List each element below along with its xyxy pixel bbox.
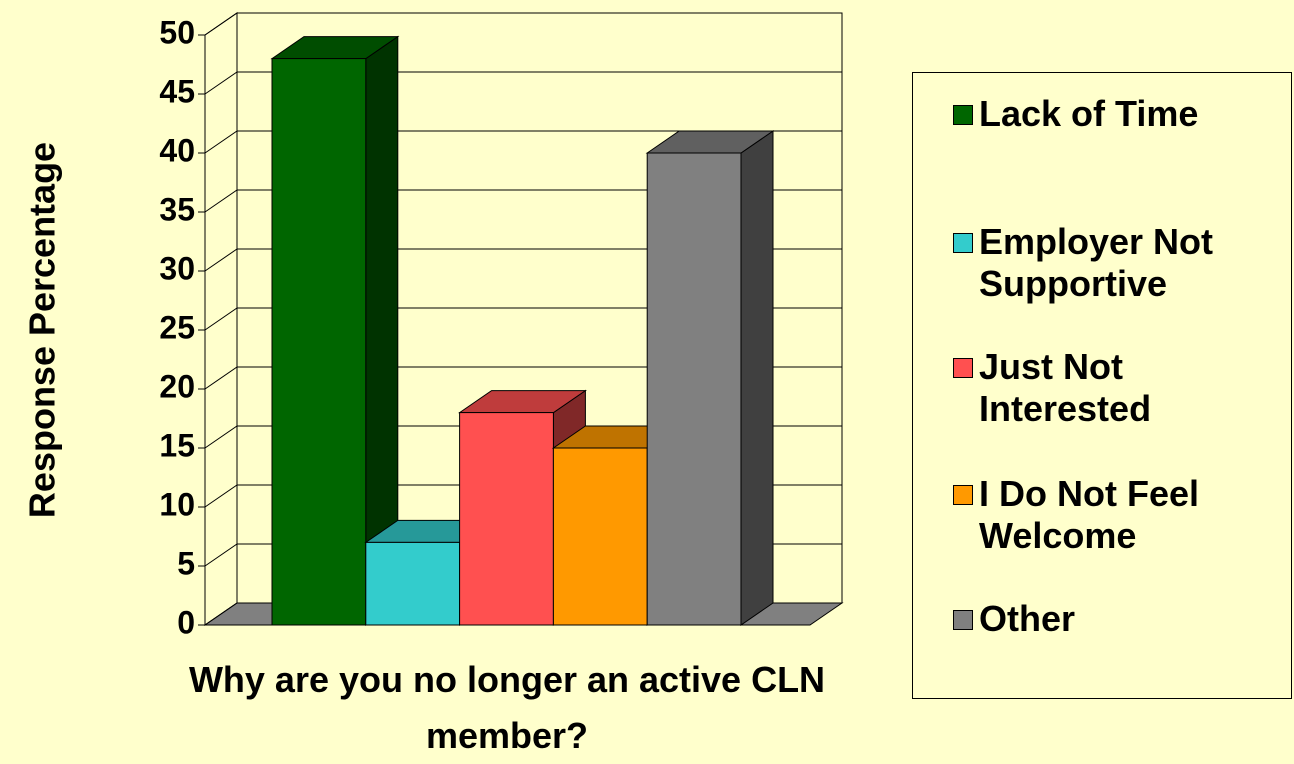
bar — [459, 412, 554, 626]
y-tick-label: 50 — [159, 14, 195, 50]
grid-line — [204, 366, 842, 390]
legend-entry: Just Not Interested — [953, 346, 1279, 430]
grid-line — [204, 189, 842, 213]
legend-label: Employer Not Supportive — [979, 221, 1214, 304]
legend-label: Other — [979, 598, 1076, 639]
y-tick-label: 20 — [159, 368, 195, 404]
y-tick-label: 35 — [159, 191, 195, 227]
y-tick-label: 15 — [159, 427, 195, 463]
x-axis-title: Why are you no longer an active CLN memb… — [188, 659, 826, 756]
bar — [646, 152, 742, 626]
y-tick-label: 40 — [159, 132, 195, 168]
legend-entry: Lack of Time — [953, 93, 1279, 135]
legend-swatch — [953, 233, 973, 253]
grid-line — [204, 12, 842, 36]
y-tick-label: 25 — [159, 309, 195, 345]
legend-entry: Other — [953, 598, 1279, 640]
legend-entry: I Do Not Feel Welcome — [953, 473, 1279, 557]
y-tick-label: 10 — [159, 486, 195, 522]
y-tick-label: 0 — [177, 604, 195, 640]
legend-swatch — [953, 105, 973, 125]
grid-line — [204, 130, 842, 154]
bar — [365, 541, 461, 626]
legend-swatch — [953, 485, 973, 505]
legend-swatch — [953, 358, 973, 378]
legend: Lack of Time Employer Not Supportive Just … — [912, 72, 1292, 699]
bar-side — [740, 130, 774, 626]
y-tick-label: 45 — [159, 73, 195, 109]
legend-swatch — [953, 610, 973, 630]
legend-entry: Employer Not Supportive — [953, 221, 1279, 305]
grid-line — [204, 307, 842, 331]
y-tick-label: 30 — [159, 250, 195, 286]
legend-label: I Do Not Feel Welcome — [979, 473, 1200, 556]
bar — [552, 447, 648, 626]
y-axis-title: Response Percentage — [22, 142, 63, 518]
legend-label: Lack of Time — [979, 93, 1199, 134]
y-tick-label: 5 — [177, 545, 195, 581]
bar — [271, 58, 367, 626]
grid-line — [204, 71, 842, 95]
grid-line — [204, 248, 842, 272]
legend-label: Just Not Interested — [979, 346, 1152, 429]
